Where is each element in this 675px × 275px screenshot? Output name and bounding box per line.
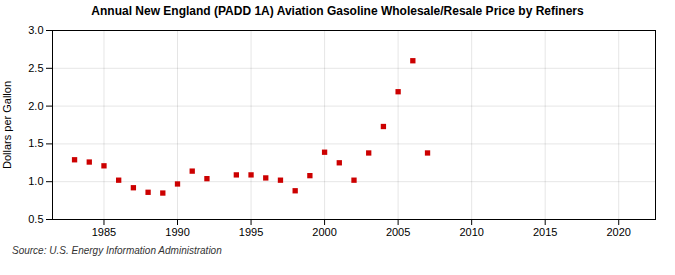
svg-text:1.5: 1.5 (28, 137, 43, 149)
svg-text:0.5: 0.5 (28, 213, 43, 225)
html-text:Annual New England (PADD 1A) A: Annual New England (PADD 1A) Aviation Ga… (91, 4, 584, 18)
svg-text:2.5: 2.5 (28, 62, 43, 74)
svg-text:Dollars per Gallon: Dollars per Gallon (1, 81, 13, 169)
svg-text:2.0: 2.0 (28, 100, 43, 112)
svg-text:2010: 2010 (459, 226, 483, 238)
svg-text:1990: 1990 (165, 226, 189, 238)
svg-text:3.0: 3.0 (28, 24, 43, 36)
svg-text:2000: 2000 (312, 226, 336, 238)
svg-text:1985: 1985 (92, 226, 116, 238)
svg-text:2015: 2015 (533, 226, 557, 238)
svg-text:2005: 2005 (386, 226, 410, 238)
svg-text:2020: 2020 (606, 226, 630, 238)
svg-text:1.0: 1.0 (28, 175, 43, 187)
html-text:Source: U.S. Energy Informatio: Source: U.S. Energy Information Administ… (12, 245, 222, 256)
svg-text:1995: 1995 (239, 226, 263, 238)
